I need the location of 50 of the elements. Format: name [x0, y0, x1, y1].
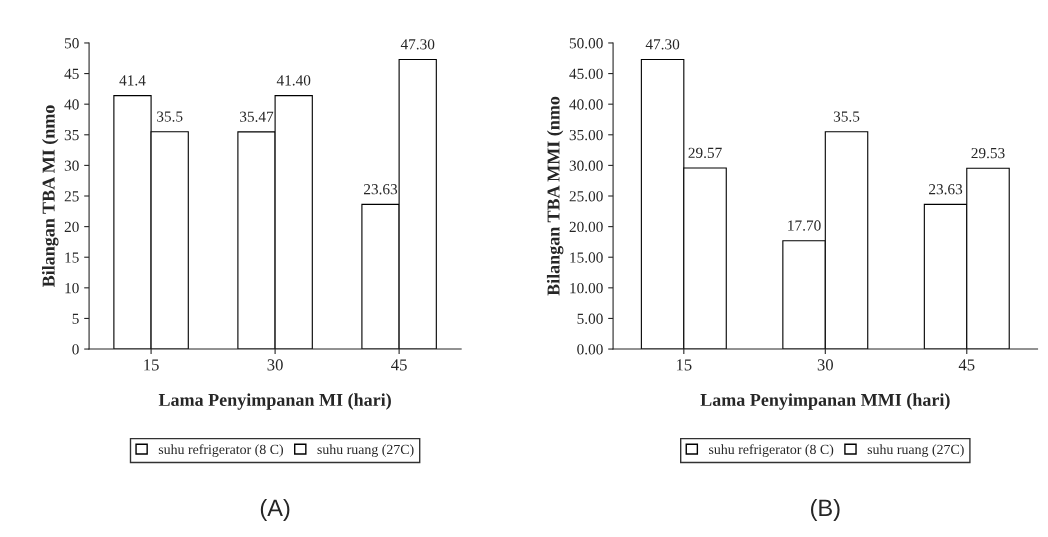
y-tick-label: 50 — [64, 38, 79, 49]
data-label: 41.40 — [276, 75, 311, 86]
x-tick-label: 15 — [676, 359, 692, 371]
y-tick-label: 15 — [65, 252, 79, 263]
y-tick-label: 5.00 — [577, 313, 603, 324]
y-tick-label: 10 — [65, 282, 79, 294]
y-tick-label: 45.00 — [569, 68, 603, 80]
y-tick-label: 0 — [72, 344, 79, 355]
x-tick-label: 45 — [391, 359, 407, 371]
legend-label: suhu ruang (27C) — [317, 444, 414, 457]
y-tick-label: 35.00 — [569, 129, 603, 141]
y-tick-label: 30 — [64, 160, 79, 171]
y-axis-title: Bilangan TBA MI (nmo — [42, 105, 59, 288]
y-tick-label: 5 — [72, 313, 79, 324]
data-label: 23.63 — [929, 184, 963, 195]
legend-label: suhu refrigerator (8 C) — [709, 444, 834, 457]
text: (A) — [260, 498, 290, 521]
y-tick-label: 40.00 — [569, 99, 603, 110]
y-tick-label: 10.00 — [570, 282, 603, 294]
y-tick-label: 40 — [64, 99, 79, 110]
data-label: 41.4 — [119, 75, 146, 86]
x-tick-label: 45 — [958, 359, 975, 371]
y-tick-label: 35 — [64, 129, 79, 141]
y-tick-label: 0.00 — [577, 344, 603, 355]
y-tick-label: 20.00 — [569, 221, 603, 233]
y-tick-label: 15.00 — [570, 252, 603, 263]
y-tick-label: 45 — [64, 68, 79, 80]
x-tick-label: 15 — [144, 359, 159, 371]
data-label: 29.53 — [971, 147, 1005, 159]
data-label: 29.57 — [688, 147, 722, 159]
data-label: 35.5 — [833, 111, 860, 122]
y-tick-label: 25.00 — [569, 191, 603, 202]
data-label: 47.30 — [400, 39, 435, 50]
x-axis-title: Lama Penyimpanan MMI (hari) — [700, 393, 950, 410]
text: (B) — [811, 498, 840, 521]
data-label: 35.47 — [240, 111, 274, 122]
data-label: 35.5 — [157, 111, 183, 122]
x-axis-title: Lama Penyimpanan MI (hari) — [158, 393, 391, 410]
legend-label: suhu ruang (27C) — [867, 444, 964, 457]
data-label: 47.30 — [645, 39, 680, 50]
data-label: 23.63 — [363, 184, 398, 195]
data-label: 17.70 — [788, 220, 821, 231]
y-tick-label: 25 — [64, 191, 79, 202]
y-tick-label: 50.00 — [569, 38, 603, 49]
x-tick-label: 30 — [817, 359, 833, 371]
y-axis-title: Bilangan TBA MMI (nmo — [546, 96, 564, 296]
y-tick-label: 30.00 — [569, 160, 603, 171]
legend-label: suhu refrigerator (8 C) — [158, 444, 283, 457]
x-tick-label: 30 — [267, 359, 283, 371]
y-tick-label: 20 — [64, 221, 79, 233]
